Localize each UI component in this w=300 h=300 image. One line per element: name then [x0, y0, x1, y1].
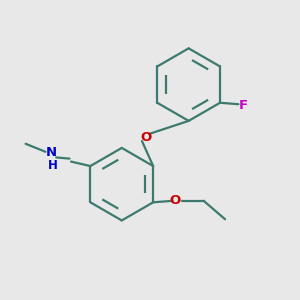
Text: F: F: [238, 99, 247, 112]
Text: N: N: [45, 146, 56, 159]
Text: O: O: [140, 131, 151, 144]
Text: H: H: [47, 159, 57, 172]
Text: O: O: [170, 194, 181, 207]
